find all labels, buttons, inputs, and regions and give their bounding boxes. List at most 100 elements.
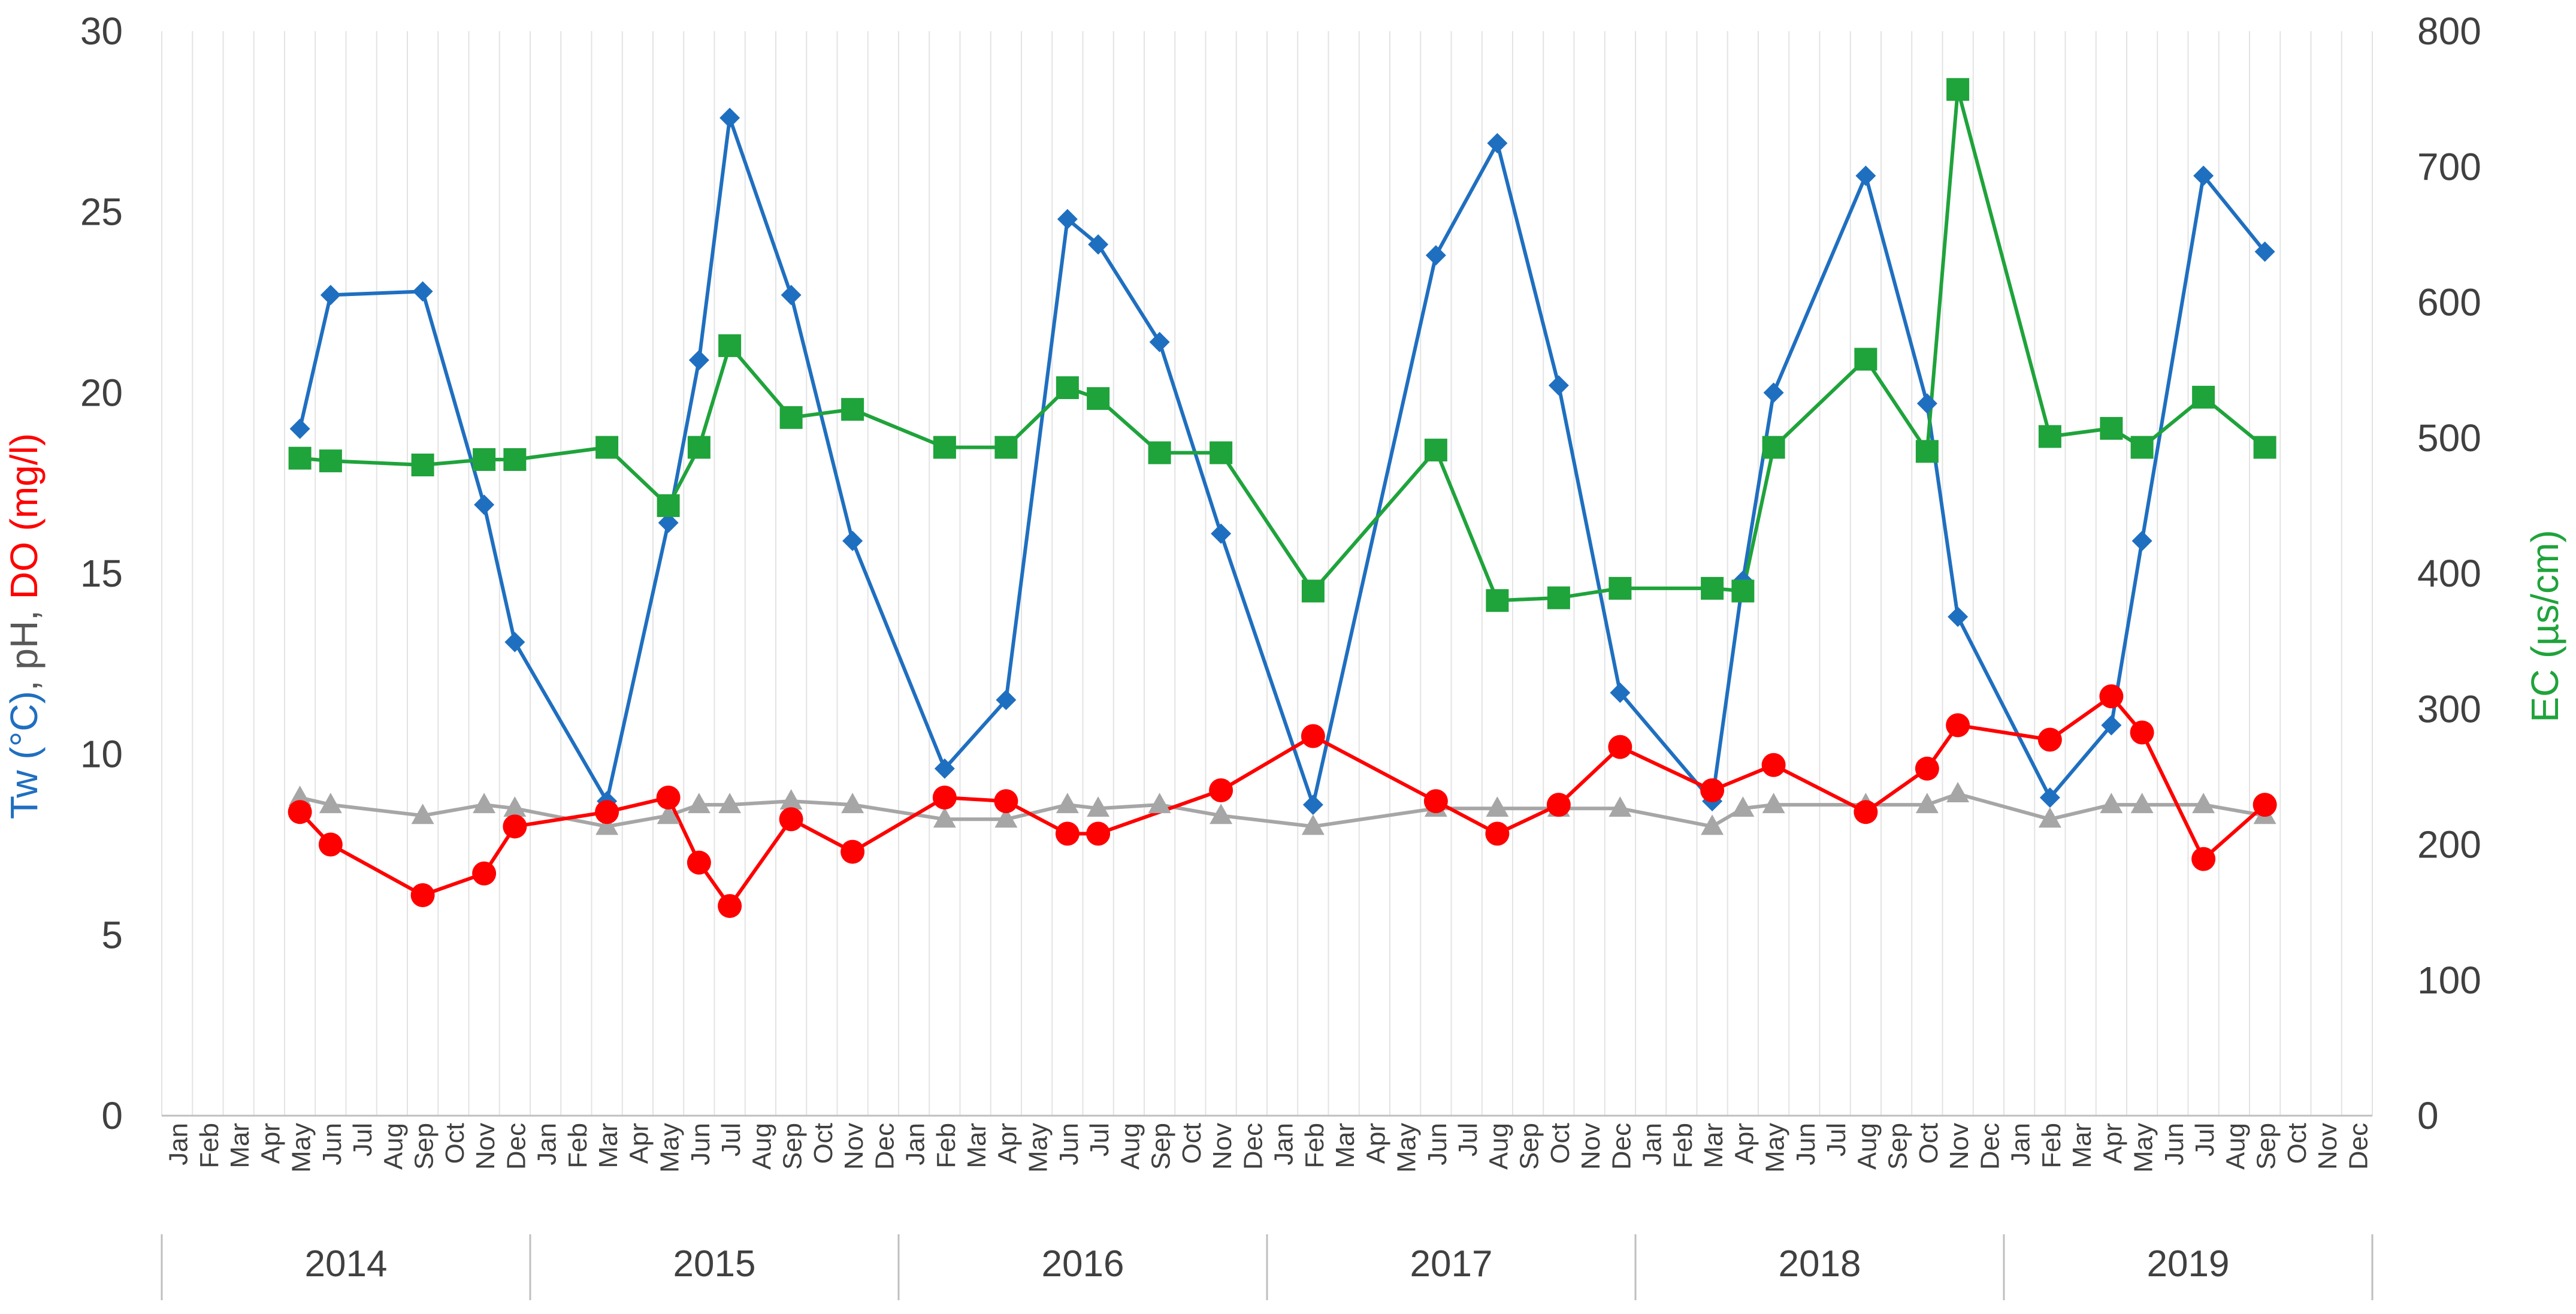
x-tick-label-month: Jan — [533, 1123, 562, 1165]
x-tick-label-year: 2018 — [1779, 1243, 1861, 1285]
data-point-ec — [1854, 348, 1877, 371]
x-tick-label-month: Oct — [440, 1123, 470, 1164]
data-point-ph — [1148, 793, 1171, 814]
data-point-ec — [657, 494, 680, 517]
data-point-ph — [779, 789, 803, 810]
data-point-ec — [411, 454, 434, 476]
x-tick-label-month: Mar — [594, 1123, 623, 1168]
x-tick-label-month: Apr — [2098, 1123, 2127, 1164]
data-point-do — [288, 800, 312, 824]
data-point-ec — [288, 446, 312, 470]
y-axis-right-label: EC (µs/cm) — [2523, 530, 2566, 722]
x-tick-label-month: Jul — [1085, 1123, 1114, 1156]
data-point-tw — [1948, 606, 1969, 627]
x-tick-label-month: Jul — [1453, 1123, 1483, 1156]
x-tick-label-month: Oct — [1177, 1123, 1207, 1164]
data-point-ec — [1087, 387, 1110, 410]
y-axis-left-label-part: Tw (°C) — [2, 691, 46, 819]
x-tick-label-month: Dec — [1238, 1123, 1268, 1170]
data-point-ph — [1731, 796, 1755, 817]
data-point-do — [2037, 727, 2062, 752]
data-point-ph — [1762, 793, 1785, 814]
x-tick-label-month: Aug — [379, 1123, 408, 1170]
data-point-ec — [595, 436, 619, 459]
data-point-ph — [503, 796, 527, 817]
x-tick-label-year: 2017 — [1410, 1243, 1493, 1285]
data-point-do — [1608, 735, 1632, 759]
data-point-do — [994, 789, 1018, 814]
x-tick-label-month: Apr — [1730, 1123, 1759, 1164]
x-tick-label-month: Dec — [870, 1123, 899, 1170]
data-point-ec — [1301, 579, 1325, 603]
y-tick-label-left: 15 — [80, 552, 123, 595]
data-point-do — [1423, 789, 1448, 814]
y-tick-label-right: 800 — [2417, 10, 2481, 53]
data-point-do — [1915, 756, 1939, 781]
data-point-do — [656, 786, 681, 810]
x-tick-label-year: 2014 — [305, 1243, 388, 1285]
data-point-tw — [2193, 165, 2214, 186]
data-point-do — [1761, 753, 1786, 777]
y-axis-left-label: Tw (°C), pH, DO (mg/l) — [2, 433, 46, 819]
x-tick-label-month: Feb — [195, 1123, 224, 1168]
data-point-do — [318, 832, 343, 857]
series-line-ph — [299, 792, 2266, 829]
x-tick-label-month: Jan — [1269, 1123, 1299, 1165]
data-point-ph — [1609, 796, 1632, 817]
data-point-tw — [1487, 133, 1508, 154]
x-tick-label-month: May — [287, 1123, 316, 1173]
x-tick-label-month: Oct — [2282, 1123, 2312, 1164]
data-point-do — [718, 894, 742, 919]
data-point-ec — [2253, 436, 2276, 459]
data-point-ph — [319, 793, 342, 814]
x-tick-label-month: Jun — [318, 1123, 347, 1165]
series-line-do — [298, 694, 2266, 908]
data-point-ph — [473, 793, 496, 814]
data-point-ph — [2100, 793, 2123, 814]
data-point-ec — [1547, 586, 1570, 609]
x-tick-label-month: Mar — [962, 1123, 991, 1168]
x-tick-label-month: Apr — [256, 1123, 285, 1164]
data-point-tw — [842, 530, 863, 551]
x-tick-label-month: May — [2129, 1123, 2158, 1173]
data-point-ph — [1056, 793, 1079, 814]
x-tick-label-month: Mar — [2067, 1123, 2097, 1168]
data-point-do — [1700, 778, 1725, 802]
data-point-tw — [658, 512, 679, 533]
data-point-ph — [411, 803, 434, 824]
data-point-ec — [2100, 416, 2123, 440]
data-point-ec — [1056, 376, 1079, 400]
data-point-do — [1209, 778, 1233, 802]
grid — [161, 31, 2373, 1116]
x-tick-label-month: Sep — [778, 1123, 808, 1170]
data-point-tw — [474, 494, 495, 515]
data-point-ec — [503, 448, 527, 471]
data-point-ec — [2130, 436, 2154, 459]
y-tick-label-left: 20 — [80, 371, 123, 414]
x-tick-label-month: Jan — [1638, 1123, 1667, 1165]
data-point-ec — [1424, 439, 1447, 462]
x-tick-label-month: Oct — [809, 1123, 838, 1164]
x-tick-label-month: Jun — [2160, 1123, 2189, 1165]
data-point-ph — [1486, 796, 1509, 817]
x-tick-label-year: 2015 — [673, 1243, 756, 1285]
data-point-tw — [1548, 375, 1569, 396]
y-tick-label-right: 0 — [2417, 1094, 2439, 1137]
data-point-do — [1946, 713, 1970, 738]
y-tick-label-right: 500 — [2417, 416, 2481, 460]
data-point-do — [2130, 720, 2154, 745]
data-point-tw — [719, 107, 740, 128]
marker-layer — [288, 78, 2277, 919]
data-point-ec — [1210, 441, 1233, 464]
data-point-ph — [1946, 782, 1970, 803]
data-point-ec — [1609, 576, 1632, 600]
data-point-ec — [1148, 441, 1171, 464]
y-tick-label-right: 200 — [2417, 823, 2481, 866]
data-point-ph — [841, 793, 864, 814]
data-point-tw — [1610, 682, 1631, 703]
x-tick-label-month: Nov — [1945, 1123, 1974, 1170]
x-tick-label-month: Nov — [471, 1123, 500, 1170]
data-point-tw — [1088, 234, 1109, 255]
x-tick-label-month: Jun — [686, 1123, 715, 1165]
data-point-tw — [934, 758, 955, 779]
